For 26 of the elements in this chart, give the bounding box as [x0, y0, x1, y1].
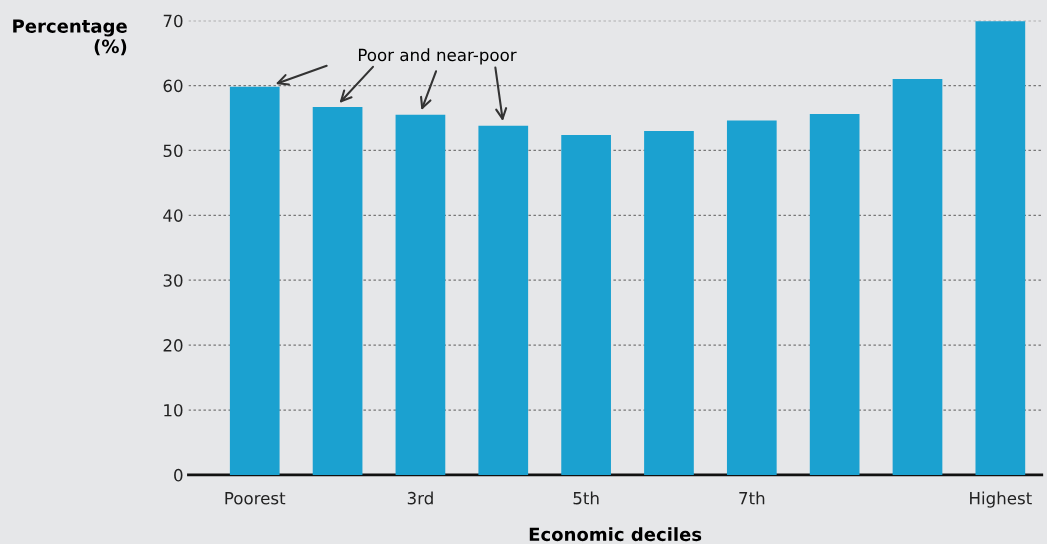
x-axis-title: Economic deciles: [529, 527, 702, 542]
y-tick-label: 50: [163, 144, 183, 158]
y-tick-label: 30: [163, 274, 183, 287]
bar: [644, 130, 694, 475]
y-tick-label: 60: [163, 79, 183, 93]
x-tick-label: 5th: [573, 491, 599, 505]
y-tick-label: 0: [174, 468, 183, 482]
y-tick-label: 10: [164, 403, 183, 417]
bar: [892, 79, 943, 475]
bar: [809, 114, 860, 475]
x-tick-label: Highest: [970, 491, 1032, 508]
bar: [312, 106, 363, 475]
bar: [726, 120, 777, 475]
bar: [975, 21, 1026, 475]
bar: [229, 86, 280, 475]
x-tick-label: 3rd: [407, 491, 433, 505]
y-tick-label: 40: [163, 209, 183, 222]
y-tick-label: 20: [163, 339, 183, 352]
y-tick-label: 70: [163, 14, 183, 28]
y-axis-title: Percentage (%): [13, 19, 127, 56]
bar: [561, 134, 611, 475]
bar: [395, 114, 446, 475]
x-tick-label: Poorest: [225, 492, 286, 505]
bar: [478, 125, 529, 475]
x-tick-label: 7th: [739, 491, 765, 505]
annotation: Poor and near-poor: [358, 48, 517, 65]
